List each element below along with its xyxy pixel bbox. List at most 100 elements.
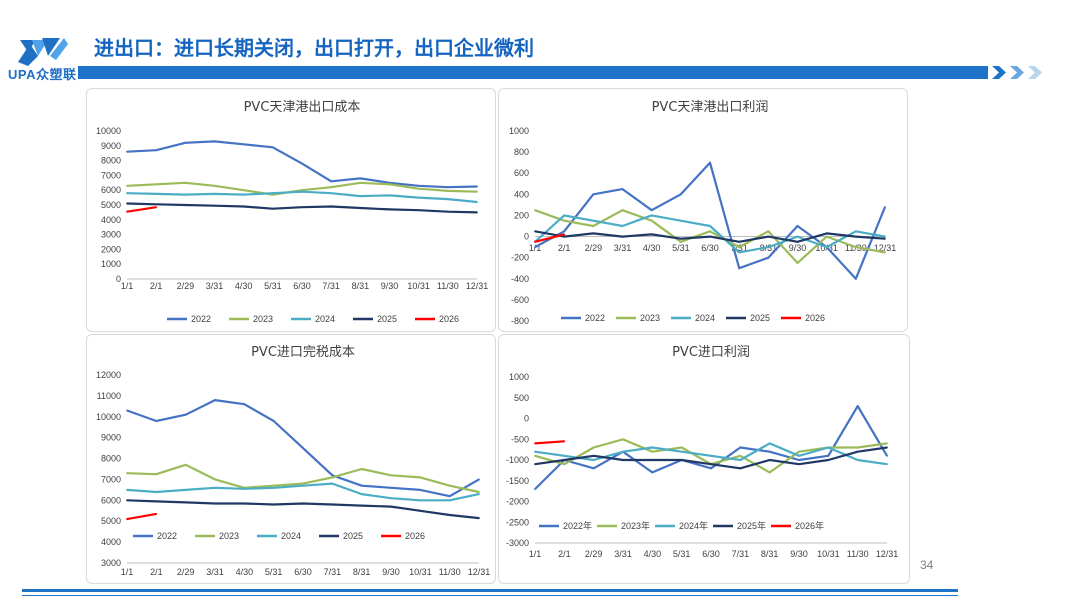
series-line-2023 — [126, 181, 478, 196]
x-tick-label: 4/30 — [236, 567, 254, 577]
data-point — [798, 463, 800, 466]
y-tick-label: 8000 — [101, 156, 121, 166]
data-point — [155, 500, 158, 503]
legend-label: 2023 — [219, 531, 239, 541]
data-point — [650, 219, 653, 222]
x-tick-label: 6/30 — [702, 549, 720, 559]
data-point — [155, 513, 158, 515]
data-point — [476, 201, 478, 203]
x-tick-label: 5/31 — [264, 281, 282, 291]
data-point — [155, 491, 158, 493]
y-tick-label: 5000 — [101, 516, 121, 526]
data-point — [854, 246, 857, 249]
footer-line — [22, 589, 958, 592]
data-point — [739, 459, 742, 461]
legend-label: 2024 — [315, 314, 335, 324]
x-tick-label: 9/30 — [381, 281, 399, 291]
x-tick-label: 2/1 — [558, 549, 571, 559]
data-point — [650, 214, 653, 217]
data-point — [621, 209, 624, 212]
x-tick-label: 3/31 — [614, 243, 632, 253]
legend-label: 2025 — [343, 531, 363, 541]
data-point — [359, 195, 362, 198]
y-tick-label: 6000 — [101, 495, 121, 505]
data-point — [184, 193, 187, 196]
export-cost-chart: PVC天津港出口成本 0 1000 2000 3000 4000 5000 6000 7000 8… — [96, 100, 489, 324]
data-point — [155, 193, 158, 195]
y-tick-label: 0 — [524, 414, 529, 424]
legend-label: 2026 — [805, 313, 825, 323]
data-point — [856, 405, 859, 407]
x-tick-label: 12/31 — [466, 281, 489, 291]
data-point — [622, 459, 624, 461]
legend-label: 2025年 — [737, 520, 766, 531]
x-tick-label: 2/1 — [558, 243, 571, 253]
data-point — [592, 193, 595, 196]
data-point — [301, 162, 303, 165]
data-point — [126, 202, 128, 205]
data-point — [767, 256, 770, 259]
data-point — [534, 454, 536, 457]
data-point — [534, 209, 536, 212]
data-point — [184, 204, 187, 206]
data-point — [302, 502, 304, 505]
x-tick-label: 7/31 — [322, 281, 340, 291]
data-point — [738, 246, 741, 249]
y-tick-label: 1000 — [509, 372, 529, 382]
data-point — [710, 467, 712, 470]
x-tick-label: 6/30 — [701, 243, 719, 253]
data-point — [330, 205, 333, 208]
series-line-2026 — [534, 233, 565, 243]
data-point — [184, 141, 187, 144]
y-tick-label: 800 — [514, 147, 529, 157]
data-point — [126, 472, 128, 475]
x-tick-label: 7/31 — [324, 567, 342, 577]
x-tick-label: 5/31 — [672, 243, 690, 253]
data-point — [155, 203, 158, 206]
legend-label: 2022 — [585, 313, 605, 323]
data-point — [592, 446, 595, 449]
data-point — [331, 476, 334, 479]
import-profit-chart: PVC进口利润 -3000 -2500 -2000 -1500 -1000 -500 0 500… — [506, 345, 899, 559]
y-tick-label: 5000 — [101, 200, 121, 210]
data-point — [738, 240, 741, 243]
data-point — [242, 143, 245, 146]
data-point — [886, 442, 888, 445]
y-tick-label: 0 — [524, 232, 529, 242]
y-tick-label: -200 — [511, 253, 529, 263]
data-point — [680, 459, 683, 461]
x-tick-label: 12/31 — [876, 549, 899, 559]
legend-label: 2026 — [405, 531, 425, 541]
x-tick-label: 5/31 — [265, 567, 283, 577]
export-profit-chart: PVC天津港出口利润 -800 -600 -400 -200 0 200 400 600 800 1… — [509, 100, 896, 326]
data-point — [621, 235, 624, 238]
data-point — [243, 487, 246, 490]
legend-label: 2024年 — [679, 520, 708, 531]
data-point — [390, 474, 392, 477]
y-tick-label: -2000 — [506, 497, 529, 507]
legend-label: 2026 — [439, 314, 459, 324]
data-point — [650, 233, 653, 236]
data-point — [563, 459, 566, 461]
data-point — [331, 503, 334, 506]
data-point — [621, 225, 624, 227]
data-point — [592, 219, 595, 222]
y-tick-label: 400 — [514, 189, 529, 199]
data-point — [126, 518, 128, 521]
data-point — [155, 473, 158, 476]
data-point — [301, 206, 303, 209]
data-point — [768, 450, 771, 453]
y-tick-label: 500 — [514, 393, 529, 403]
data-point — [621, 188, 624, 190]
data-point — [622, 450, 624, 453]
y-tick-label: 11000 — [97, 391, 121, 401]
header-bar — [78, 66, 988, 79]
data-point — [360, 493, 363, 495]
data-point — [563, 454, 566, 457]
data-point — [419, 499, 422, 502]
data-point — [302, 484, 304, 487]
chart-panel-export-profit: PVC天津港出口利润 -800 -600 -400 -200 0 200 400 600 800 1… — [498, 88, 908, 332]
data-point — [330, 192, 333, 195]
data-point — [767, 230, 770, 233]
data-point — [796, 235, 799, 238]
